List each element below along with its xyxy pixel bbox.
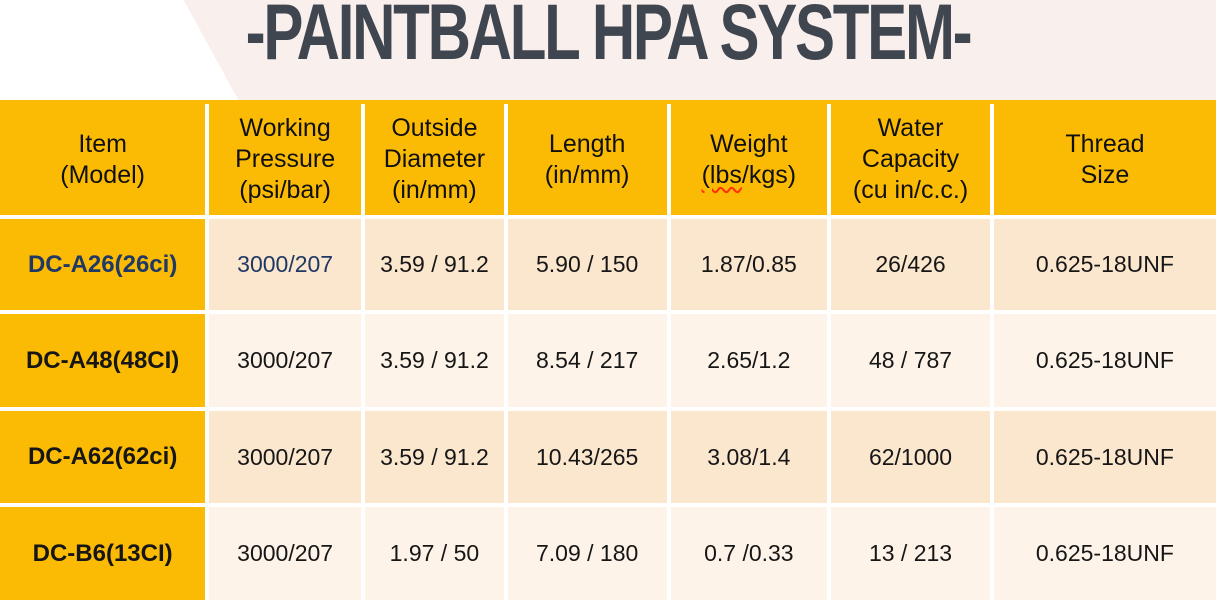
model-cell: DC-A48(48CI) (0, 314, 206, 407)
header-line-part: /kgs) (741, 160, 797, 189)
header-line: (in/mm) (392, 176, 477, 204)
header-line: Weight (710, 129, 788, 158)
column-header-weight: Weight (lbs/kgs) (670, 104, 828, 215)
column-header-water-capacity: Water Capacity (cu in/c.c.) (831, 104, 990, 215)
water-capacity-cell: 13 / 213 (831, 507, 990, 600)
header-line: Capacity (861, 145, 960, 173)
header-line: Diameter (383, 145, 486, 173)
title-banner: -PAINTBALL HPA SYSTEM- (0, 0, 1216, 100)
header-line: (lbs/kgs) (702, 160, 796, 191)
model-cell: DC-B6(13CI) (0, 507, 206, 600)
weight-cell: 3.08/1.4 (670, 411, 828, 503)
thread-size-cell: 0.625-18UNF (993, 507, 1216, 600)
water-capacity-cell: 62/1000 (831, 411, 990, 503)
working-pressure-cell: 3000/207 (209, 219, 361, 310)
header-line: Item (78, 129, 127, 158)
spec-table: Item (Model) Working Pressure (psi/bar) … (0, 100, 1216, 600)
header-line: Length (548, 129, 626, 158)
working-pressure-cell: 3000/207 (209, 411, 361, 503)
column-header-item: Item (Model) (0, 104, 206, 215)
outside-diameter-cell: 1.97 / 50 (365, 507, 504, 600)
weight-cell: 1.87/0.85 (670, 219, 828, 310)
length-cell: 5.90 / 150 (507, 219, 667, 310)
weight-cell: 0.7 /0.33 (670, 507, 828, 600)
thread-size-cell: 0.625-18UNF (993, 219, 1216, 310)
water-capacity-cell: 48 / 787 (831, 314, 990, 407)
header-line: Size (1080, 160, 1130, 189)
outside-diameter-cell: 3.59 / 91.2 (365, 314, 504, 407)
outside-diameter-cell: 3.59 / 91.2 (365, 411, 504, 503)
column-header-outside-diameter: Outside Diameter (in/mm) (365, 104, 504, 215)
column-header-length: Length (in/mm) (507, 104, 667, 215)
working-pressure-cell: 3000/207 (209, 314, 361, 407)
header-line: (cu in/c.c.) (852, 176, 969, 204)
length-cell: 10.43/265 (507, 411, 667, 503)
thread-size-cell: 0.625-18UNF (993, 411, 1216, 503)
length-cell: 7.09 / 180 (507, 507, 667, 600)
column-header-thread-size: Thread Size (993, 104, 1216, 215)
header-line: Water (877, 114, 944, 142)
thread-size-cell: 0.625-18UNF (993, 314, 1216, 407)
weight-cell: 2.65/1.2 (670, 314, 828, 407)
length-cell: 8.54 / 217 (507, 314, 667, 407)
header-line: Pressure (235, 145, 336, 173)
header-line: (in/mm) (544, 160, 630, 189)
model-cell: DC-A26(26ci) (0, 219, 206, 310)
header-line: (psi/bar) (239, 176, 331, 204)
column-header-working-pressure: Working Pressure (psi/bar) (209, 104, 361, 215)
header-line: Thread (1065, 129, 1145, 158)
spellcheck-underlined-text: (lbs (701, 160, 742, 189)
header-line: Outside (391, 114, 478, 142)
model-cell: DC-A62(62ci) (0, 411, 206, 503)
header-line: (Model) (60, 160, 145, 189)
water-capacity-cell: 26/426 (831, 219, 990, 310)
working-pressure-cell: 3000/207 (209, 507, 361, 600)
header-line: Working (239, 114, 331, 142)
outside-diameter-cell: 3.59 / 91.2 (365, 219, 504, 310)
page-title: -PAINTBALL HPA SYSTEM- (245, 0, 973, 76)
